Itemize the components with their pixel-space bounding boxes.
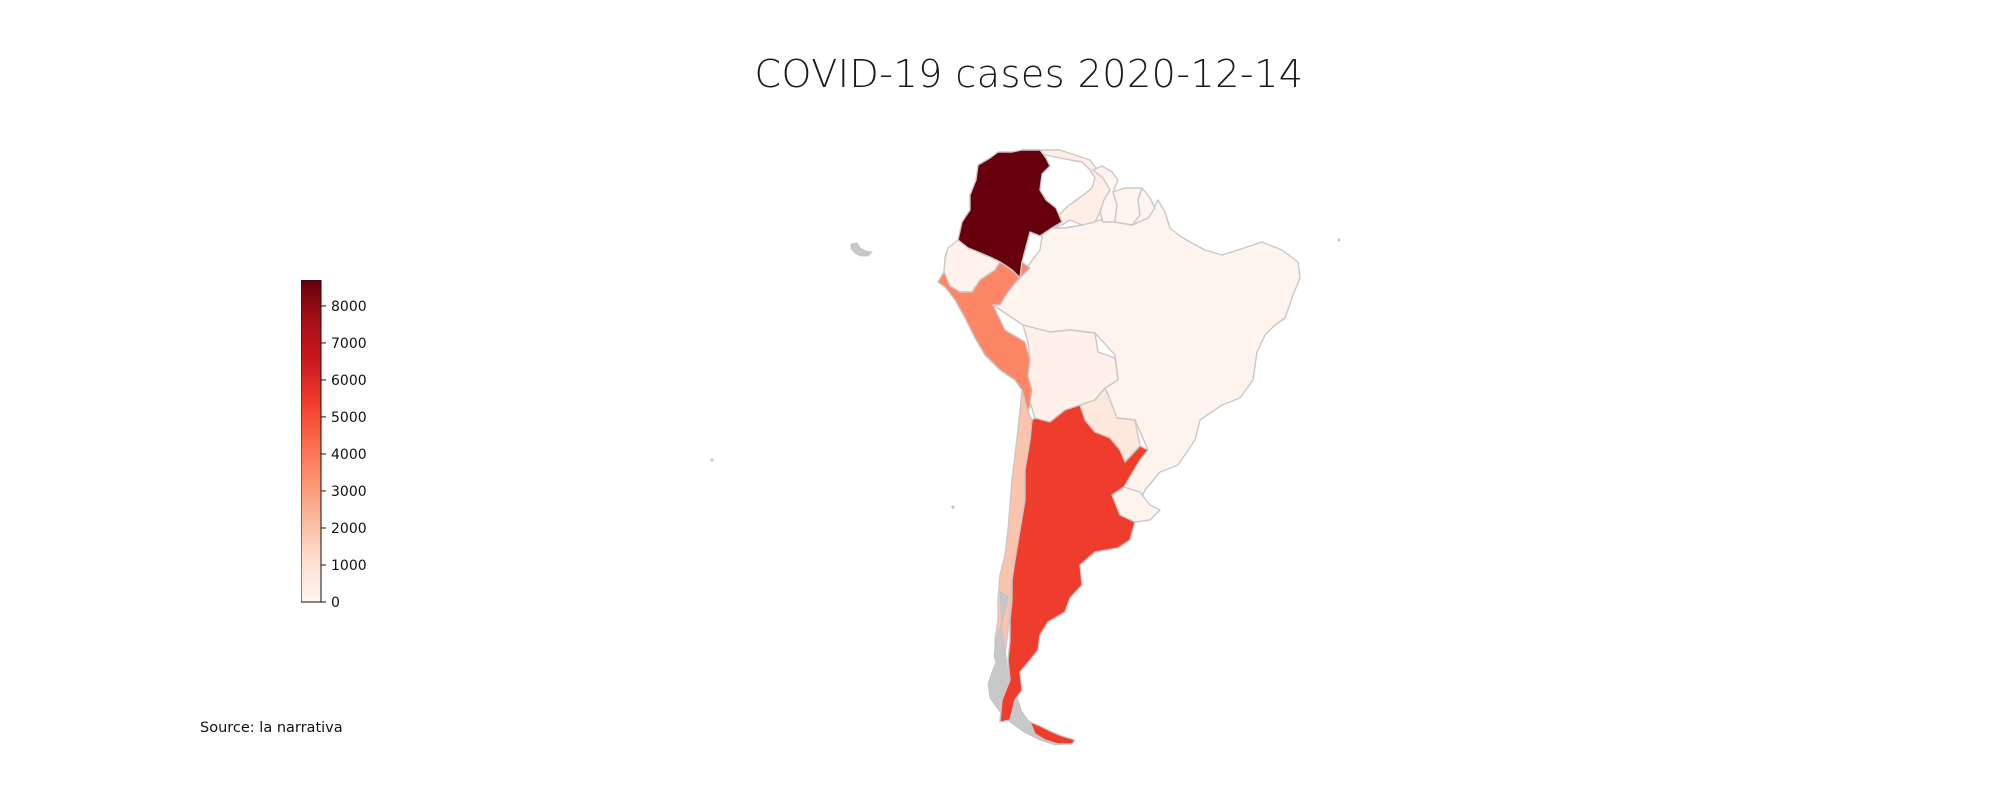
- colorbar-tick-label: 3000: [331, 484, 367, 500]
- country-colombia[interactable]: [957, 149, 1063, 279]
- map-title: COVID-19 cases 2020-12-14: [754, 52, 1304, 96]
- colorbar: 0 1000 2000 3000 4000 5000 6000 7000 8000: [301, 280, 367, 611]
- source-note: Source: la narrativa: [200, 720, 343, 736]
- country-peru[interactable]: [937, 261, 1036, 413]
- country-argentina[interactable]: [999, 404, 1149, 723]
- colorbar-tick-label: 4000: [331, 447, 367, 463]
- colorbar-tick-label: 8000: [331, 299, 367, 315]
- colorbar-tick-label: 0: [331, 595, 340, 611]
- colorbar-ticks: 0 1000 2000 3000 4000 5000 6000 7000 8000: [321, 299, 367, 611]
- colorbar-tick-label: 2000: [331, 521, 367, 537]
- country-venezuela[interactable]: [1011, 149, 1111, 229]
- colorbar-tick-label: 1000: [331, 558, 367, 574]
- galapagos-islands: [850, 242, 873, 257]
- island-dot: [951, 505, 955, 509]
- colorbar-tick-label: 5000: [331, 410, 367, 426]
- island-dot: [710, 458, 714, 462]
- country-french-guiana[interactable]: [1131, 187, 1156, 226]
- country-argentina-tierra-del-fuego[interactable]: [1029, 721, 1076, 745]
- colorbar-tick-label: 7000: [331, 336, 367, 352]
- colorbar-tick-label: 6000: [331, 373, 367, 389]
- island-dot: [1337, 238, 1341, 242]
- colorbar-gradient: [301, 280, 322, 603]
